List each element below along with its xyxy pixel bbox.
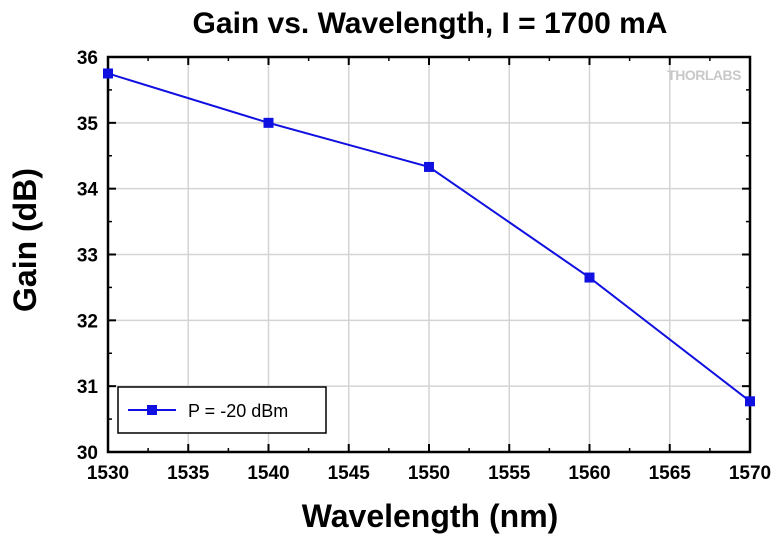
x-tick-label: 1560	[568, 463, 610, 484]
data-point	[103, 68, 113, 79]
x-tick-label: 1530	[87, 463, 129, 484]
y-tick-label: 31	[77, 377, 99, 398]
data-point	[745, 396, 755, 407]
legend: P = -20 dBm	[117, 386, 327, 434]
x-tick-label: 1535	[167, 463, 210, 484]
x-tick-label: 1555	[488, 463, 531, 484]
legend-marker	[147, 405, 157, 415]
legend-box	[117, 386, 327, 434]
x-axis-label: Wavelength (nm)	[302, 498, 559, 534]
y-axis-label: Gain (dB)	[7, 168, 43, 312]
data-point	[584, 272, 595, 283]
axis-ticks	[107, 56, 751, 453]
x-tick-label: 1540	[247, 463, 289, 484]
y-tick-label: 32	[77, 311, 98, 332]
data-point	[263, 117, 274, 128]
x-tick-label: 1565	[649, 463, 692, 484]
x-tick-label: 1545	[328, 463, 371, 484]
data-point	[424, 161, 434, 172]
chart-title: Gain vs. Wavelength, I = 1700 mA	[193, 7, 668, 40]
watermark-logo: THORLABS	[667, 67, 741, 83]
y-tick-label: 34	[77, 180, 99, 201]
legend-label: P = -20 dBm	[188, 401, 288, 421]
x-tick-label: 1570	[729, 463, 771, 484]
x-tick-label: 1550	[408, 463, 450, 484]
y-tick-label: 30	[77, 443, 98, 464]
y-tick-labels: 30 31 32 33 34 35 36	[77, 48, 99, 464]
x-tick-labels: 1530 1535 1540 1545 1550 1555 1560 1565 1570	[87, 463, 771, 484]
y-tick-label: 35	[77, 114, 99, 135]
series-layer	[103, 68, 755, 407]
y-tick-label: 36	[77, 48, 98, 69]
y-tick-label: 33	[77, 246, 98, 267]
